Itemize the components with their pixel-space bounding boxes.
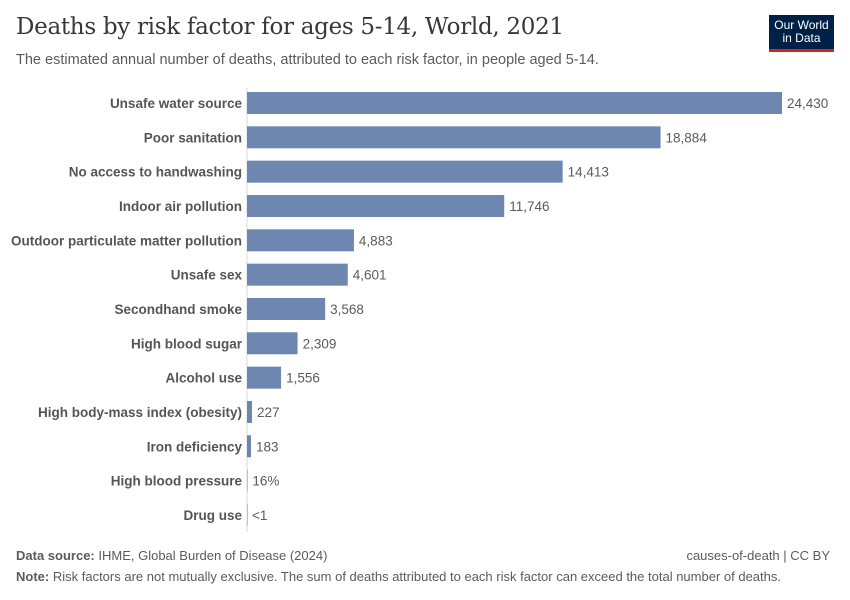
category-label: Iron deficiency: [147, 439, 243, 454]
category-label: Unsafe water source: [110, 96, 243, 111]
source-label: Data source:: [16, 548, 95, 563]
category-label: High blood pressure: [111, 474, 243, 489]
note: Note: Risk factors are not mutually excl…: [16, 569, 781, 584]
value-label: 11,746: [509, 199, 549, 214]
bar[interactable]: [247, 503, 248, 526]
note-label: Note:: [16, 569, 50, 584]
value-label: 18,884: [666, 130, 708, 145]
value-label: 183: [256, 439, 279, 454]
chart-title: Deaths by risk factor for ages 5-14, Wor…: [16, 14, 564, 40]
category-label: Outdoor particulate matter pollution: [11, 233, 242, 248]
bar[interactable]: [247, 263, 348, 286]
value-label: 3,568: [330, 302, 364, 317]
note-text: Risk factors are not mutually exclusive.…: [52, 569, 781, 584]
owid-logo[interactable]: Our World in Data: [769, 15, 834, 52]
bar[interactable]: [247, 435, 252, 458]
license[interactable]: causes-of-death | CC BY: [686, 548, 830, 563]
bar[interactable]: [247, 469, 248, 492]
value-label: 1,556: [286, 371, 320, 386]
category-label: Unsafe sex: [171, 268, 243, 283]
value-label: 4,601: [353, 268, 387, 283]
category-label: Alcohol use: [165, 371, 242, 386]
category-label: Poor sanitation: [144, 130, 242, 145]
value-label: 2,309: [303, 336, 337, 351]
bar[interactable]: [247, 366, 282, 389]
bar[interactable]: [247, 126, 661, 149]
bar[interactable]: [247, 229, 354, 252]
bar[interactable]: [247, 194, 505, 217]
category-label: No access to handwashing: [69, 165, 242, 180]
bar[interactable]: [247, 400, 252, 423]
bar[interactable]: [247, 92, 782, 114]
bar[interactable]: [247, 332, 298, 355]
category-label: High blood sugar: [131, 336, 243, 351]
bar[interactable]: [247, 160, 563, 183]
category-label: High body-mass index (obesity): [38, 405, 242, 420]
category-label: Indoor air pollution: [119, 199, 242, 214]
value-label: 227: [257, 405, 280, 420]
source-text[interactable]: IHME, Global Burden of Disease (2024): [98, 548, 328, 563]
value-label: 14,413: [568, 165, 609, 180]
bar[interactable]: [247, 297, 326, 320]
value-label: <1: [252, 508, 267, 523]
category-label: Secondhand smoke: [114, 302, 242, 317]
value-label: 4,883: [359, 233, 393, 248]
value-label: 24,430: [787, 96, 828, 111]
value-label: 16%: [252, 474, 279, 489]
chart-subtitle: The estimated annual number of deaths, a…: [16, 52, 599, 68]
category-label: Drug use: [183, 508, 242, 523]
data-source: Data source: IHME, Global Burden of Dise…: [16, 548, 327, 563]
